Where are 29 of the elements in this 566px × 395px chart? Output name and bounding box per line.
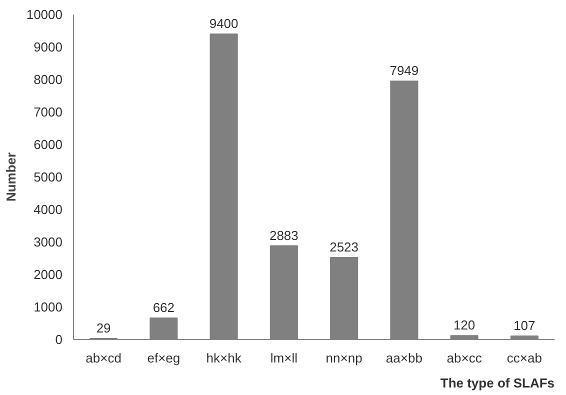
- y-tick-label: 4000: [34, 202, 62, 217]
- data-label: 7949: [390, 63, 419, 78]
- x-tick-label: nn×np: [326, 350, 362, 366]
- data-label: 2883: [269, 228, 298, 243]
- x-tick-label: cc×ab: [506, 350, 542, 366]
- y-tick-label: 6000: [34, 137, 62, 152]
- x-tick-label: aa×bb: [386, 350, 422, 366]
- x-tick-label: ab×cd: [86, 350, 122, 366]
- x-tick-label: hk×hk: [206, 350, 242, 366]
- y-tick-label: 7000: [34, 104, 62, 120]
- y-tick-label: 9000: [34, 40, 62, 54]
- data-label: 120: [453, 318, 476, 333]
- data-label: 9400: [209, 16, 238, 31]
- y-tick-label: 0: [55, 332, 63, 347]
- y-tick-label: 1000: [34, 300, 62, 314]
- x-tick-label: ef×eg: [147, 350, 180, 366]
- data-label: 107: [514, 318, 536, 334]
- y-tick-label: 5000: [34, 170, 62, 184]
- x-axis-title: The type of SLAFs: [440, 376, 555, 390]
- data-label: 29: [96, 320, 111, 336]
- x-tick-label: lm×ll: [270, 350, 298, 366]
- y-tick-label: 8000: [34, 72, 62, 87]
- y-tick-label: 2000: [34, 267, 62, 282]
- data-label: 662: [152, 300, 175, 315]
- y-axis-title: Number: [3, 152, 18, 202]
- x-tick-label: ab×cc: [446, 350, 482, 366]
- y-tick-label: 3000: [34, 234, 62, 250]
- y-tick-label: 10000: [26, 7, 63, 22]
- data-label: 2523: [330, 240, 359, 255]
